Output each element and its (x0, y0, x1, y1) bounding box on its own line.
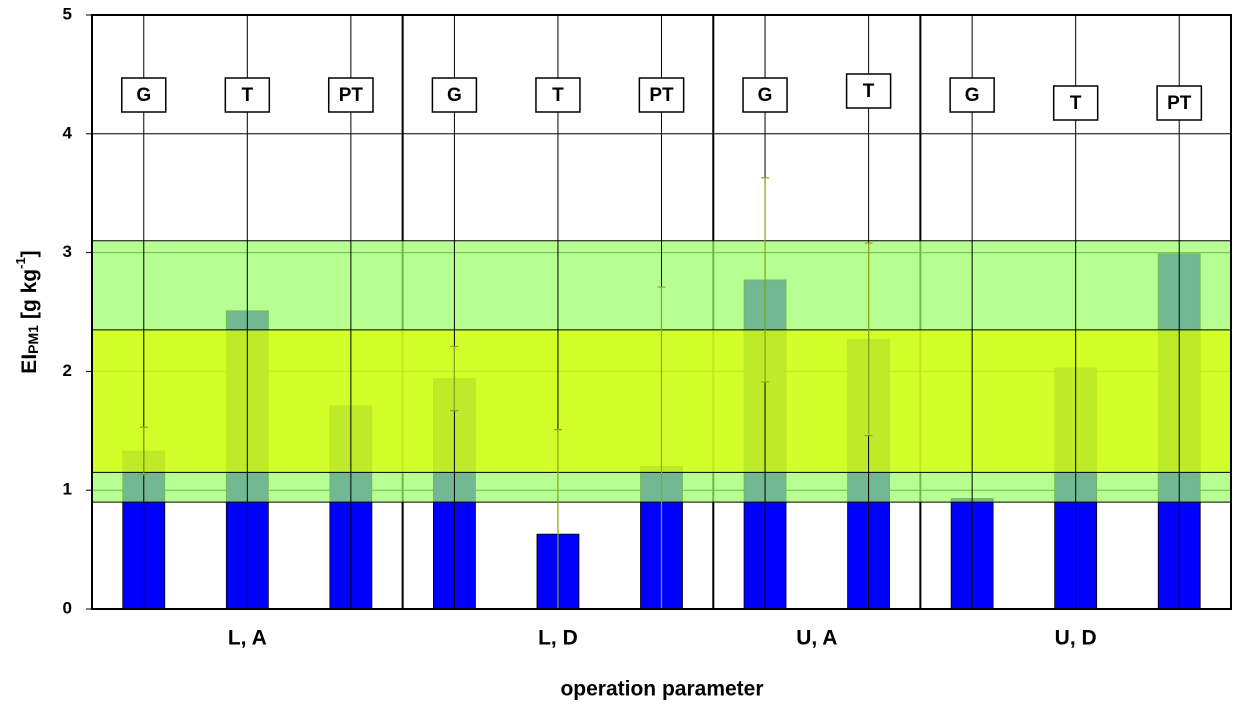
label-box (431, 77, 478, 113)
label-box (845, 73, 892, 109)
group-label: L, A (228, 627, 267, 650)
category-label: T (552, 85, 564, 106)
label-box (327, 77, 374, 113)
y-label-sub: PM1 (25, 325, 41, 354)
label-box (949, 77, 995, 113)
x-axis-label: operation parameter (560, 678, 763, 701)
label-box (224, 77, 271, 113)
y-tick-label: 2 (63, 361, 72, 380)
group-label: U, D (1055, 627, 1097, 650)
y-label-main: EI (18, 354, 41, 374)
category-label: G (447, 85, 462, 106)
category-label: G (758, 85, 773, 106)
category-label: T (242, 85, 254, 106)
label-box (121, 77, 167, 113)
y-tick-label: 1 (63, 480, 72, 499)
y-tick-label: 4 (63, 123, 73, 142)
category-label: PT (339, 85, 364, 106)
label-box (742, 77, 788, 113)
category-label: G (136, 85, 151, 106)
category-label: G (965, 85, 980, 106)
y-label-unit: [g kg (18, 269, 41, 319)
y-label-sup: -1 (13, 257, 28, 269)
y-tick-label: 0 (63, 598, 72, 617)
label-box (1156, 85, 1203, 121)
label-box (638, 77, 685, 113)
category-label: PT (649, 85, 674, 106)
category-label: T (1070, 93, 1082, 114)
y-axis-label: EIPM1 [g kg-1] (13, 250, 40, 373)
category-label: PT (1167, 93, 1192, 114)
category-label: T (863, 81, 875, 102)
y-tick-label: 3 (63, 242, 72, 261)
y-tick-label: 5 (63, 4, 72, 23)
plot-frame (91, 14, 1232, 610)
group-label: L, D (538, 627, 578, 650)
group-label: U, A (796, 627, 837, 650)
label-box (1052, 85, 1099, 121)
label-box (535, 77, 581, 113)
y-label-close: ] (18, 250, 41, 257)
